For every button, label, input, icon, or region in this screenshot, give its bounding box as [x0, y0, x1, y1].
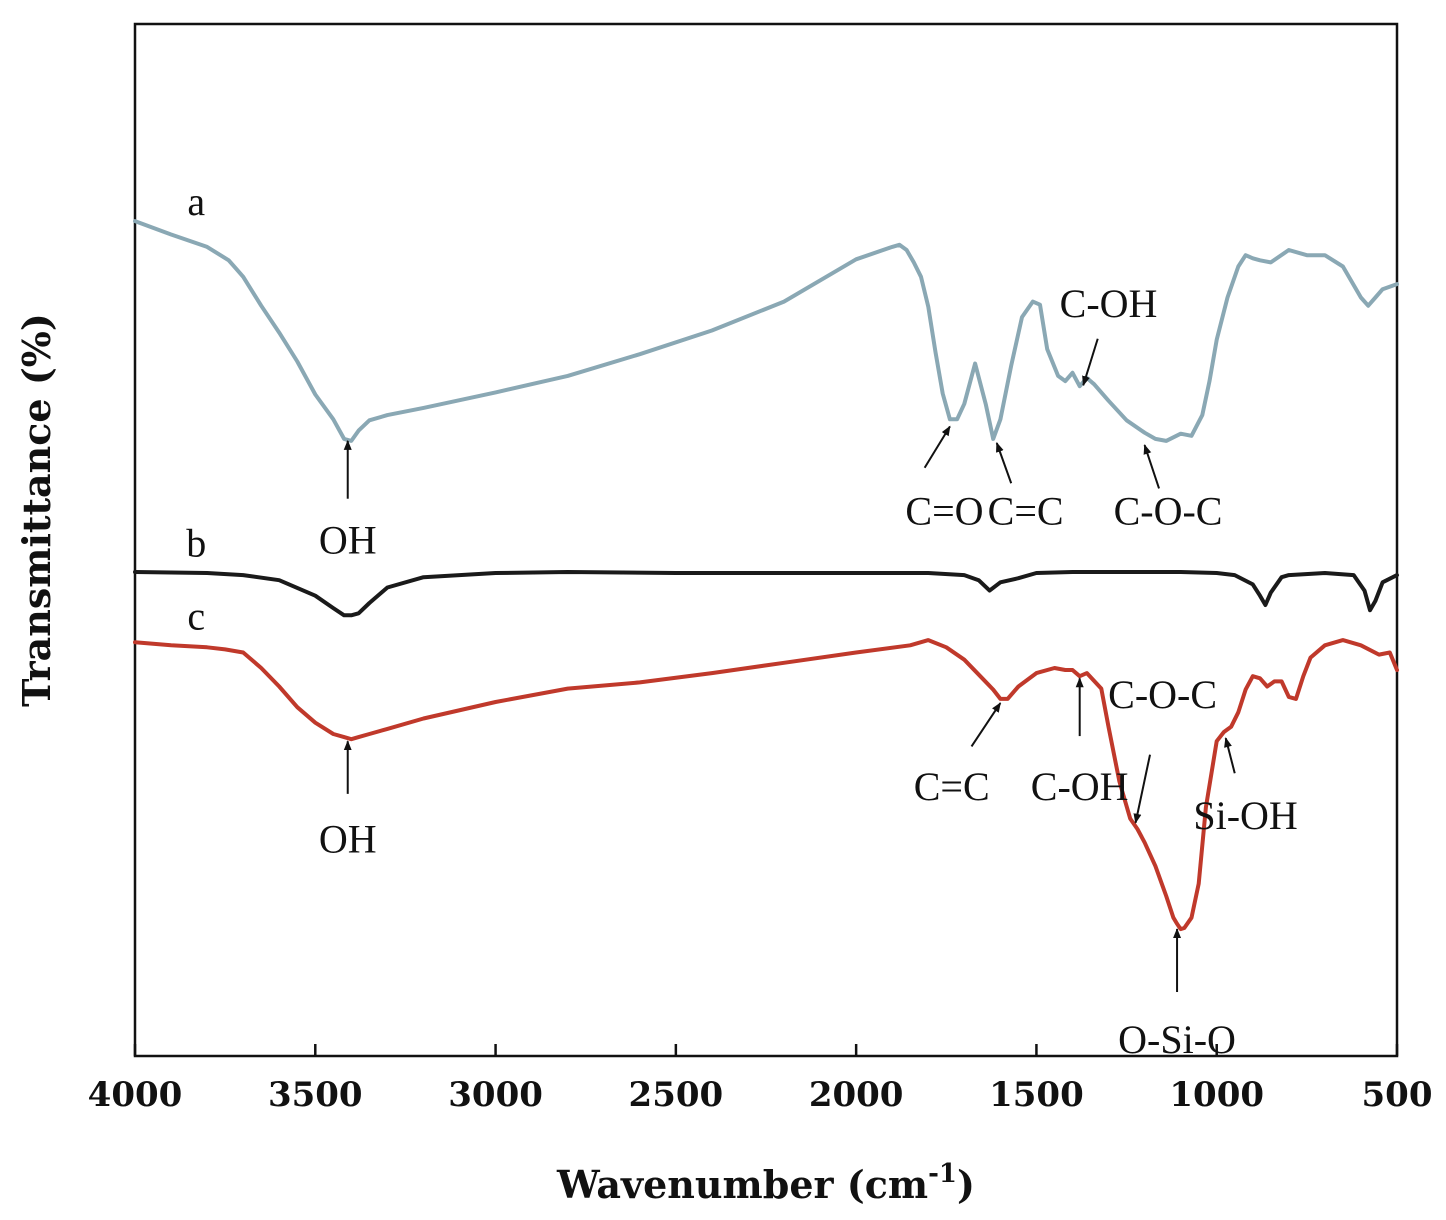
annotation-label: C=C — [914, 764, 990, 809]
x-tick-label: 1000 — [1169, 1075, 1264, 1115]
x-tick-label: 3000 — [448, 1075, 543, 1115]
annotation-label: C=C — [988, 488, 1064, 533]
annotation-label: OH — [319, 517, 377, 562]
x-axis-title: Wavenumber (cm-1) — [556, 1159, 975, 1207]
annotation-label: C=O — [905, 488, 983, 533]
annotation-arrow — [1133, 754, 1151, 824]
annotation-arrow — [970, 702, 1002, 747]
series-line-a — [133, 219, 1399, 443]
series-line-b — [133, 570, 1399, 618]
x-tick-label: 2500 — [629, 1075, 724, 1115]
series-lines — [133, 219, 1399, 932]
annotation-label: C-O-C — [1108, 672, 1217, 717]
annotation-label: O-Si-O — [1118, 1017, 1236, 1062]
plot-frame — [133, 22, 1399, 1058]
annotation-arrow — [923, 425, 951, 469]
series-label: c — [187, 594, 205, 639]
x-tick-label: 1500 — [989, 1075, 1084, 1115]
x-tick-label: 2000 — [809, 1075, 904, 1115]
annotation-label: C-OH — [1031, 764, 1129, 809]
x-tick-label: 500 — [1362, 1075, 1433, 1115]
x-axis-ticks: 4000 3500 3000 2500 2000 1500 1000 500 — [88, 1044, 1433, 1115]
annotation-label: C-O-C — [1114, 488, 1223, 533]
annotation-arrow — [1224, 737, 1236, 774]
annotation-label: OH — [319, 817, 377, 862]
annotation-arrow — [1143, 444, 1160, 489]
series-labels: a bc — [186, 179, 206, 639]
annotation-arrow — [1082, 338, 1099, 387]
annotation-label: C-OH — [1060, 281, 1158, 326]
annotation-label: Si-OH — [1193, 793, 1297, 838]
series-label: a — [187, 179, 205, 224]
x-tick-label: 4000 — [88, 1075, 183, 1115]
series-line-c — [133, 638, 1399, 932]
x-tick-label: 3500 — [268, 1075, 363, 1115]
annotation-arrow — [995, 442, 1013, 484]
series-label: b — [186, 520, 206, 565]
y-axis-title: Transmittance (%) — [14, 313, 59, 707]
